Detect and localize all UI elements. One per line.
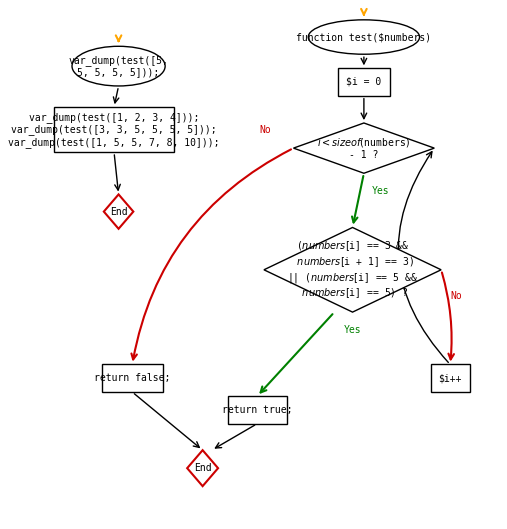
- Text: No: No: [259, 125, 271, 135]
- Polygon shape: [104, 195, 133, 229]
- Polygon shape: [187, 450, 218, 486]
- Text: function test($numbers): function test($numbers): [296, 32, 431, 42]
- Polygon shape: [294, 123, 434, 174]
- Text: Yes: Yes: [343, 325, 361, 335]
- Text: Yes: Yes: [372, 187, 390, 196]
- FancyBboxPatch shape: [228, 396, 286, 424]
- Text: var_dump(test([5,
5, 5, 5, 5]));: var_dump(test([5, 5, 5, 5, 5]));: [68, 55, 168, 77]
- Text: No: No: [450, 291, 462, 301]
- Text: ($numbers[$i] == 3 &&
 $numbers[$i + 1] == 3)
|| ($numbers[$i] == 5 &&
 $numbers: ($numbers[$i] == 3 && $numbers[$i + 1] =…: [287, 239, 418, 300]
- Polygon shape: [264, 227, 441, 312]
- Text: var_dump(test([1, 2, 3, 4]));
var_dump(test([3, 3, 5, 5, 5, 5]));
var_dump(test(: var_dump(test([1, 2, 3, 4])); var_dump(t…: [8, 112, 220, 148]
- Text: $i = 0: $i = 0: [346, 77, 382, 87]
- Ellipse shape: [72, 47, 165, 86]
- FancyBboxPatch shape: [54, 107, 174, 152]
- FancyBboxPatch shape: [338, 68, 390, 96]
- Text: return false;: return false;: [94, 373, 170, 383]
- FancyBboxPatch shape: [101, 364, 163, 392]
- Text: End: End: [194, 463, 211, 473]
- Text: End: End: [110, 207, 127, 216]
- FancyBboxPatch shape: [431, 364, 469, 392]
- Ellipse shape: [308, 20, 420, 54]
- Text: return true;: return true;: [222, 405, 293, 415]
- Text: $i++: $i++: [439, 373, 462, 383]
- Text: $i < sizeof($numbers)
- 1 ?: $i < sizeof($numbers) - 1 ?: [317, 136, 411, 160]
